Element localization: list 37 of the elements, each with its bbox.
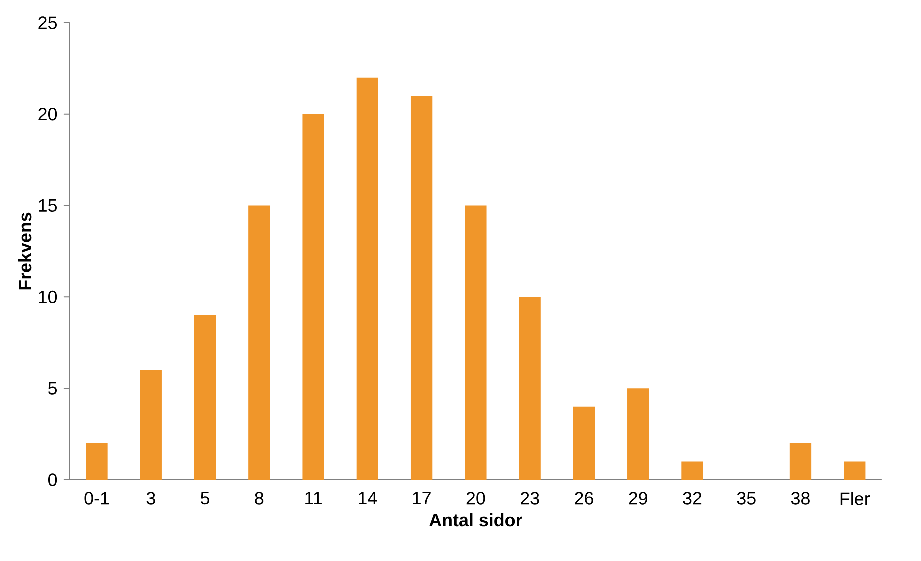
y-tick-label: 0	[48, 474, 58, 486]
x-tick-label: 14	[359, 492, 378, 504]
x-tick-label: 5	[201, 492, 210, 505]
bar	[248, 206, 270, 480]
bar	[573, 406, 596, 480]
bar	[302, 114, 324, 480]
x-tick-label: 38	[791, 492, 810, 505]
x-tick-label: 3	[146, 492, 156, 505]
bar	[682, 462, 704, 480]
bar	[628, 388, 650, 480]
y-axis-title: Frekvens	[18, 212, 32, 290]
bar	[356, 78, 378, 480]
x-tick-label: 29	[629, 492, 648, 505]
x-tick-label: 8	[255, 492, 264, 505]
y-tick-label: 10	[39, 290, 58, 304]
y-tick-label: 5	[48, 382, 58, 395]
bar	[86, 443, 108, 480]
x-tick-label: 26	[575, 492, 594, 505]
x-tick-label: 11	[306, 492, 322, 504]
x-axis-title: Antal sidor	[430, 513, 522, 527]
y-tick-label: 25	[38, 16, 58, 30]
bar	[194, 315, 216, 480]
bar	[844, 462, 866, 480]
y-tick-label: 15	[39, 200, 58, 212]
x-tick-label: 20	[466, 492, 486, 505]
x-tick-label: 17	[413, 492, 431, 504]
x-tick-label: 35	[737, 492, 756, 505]
bar	[519, 297, 541, 480]
x-tick-label: 32	[683, 492, 702, 505]
x-tick-label: 0-1	[84, 492, 110, 505]
bar	[790, 443, 812, 480]
y-tick-label: 20	[38, 108, 58, 121]
bar	[140, 370, 162, 480]
bar	[410, 96, 433, 480]
bar	[465, 206, 487, 480]
x-tick-label: Fler	[840, 492, 870, 506]
x-tick-label: 23	[521, 492, 540, 505]
